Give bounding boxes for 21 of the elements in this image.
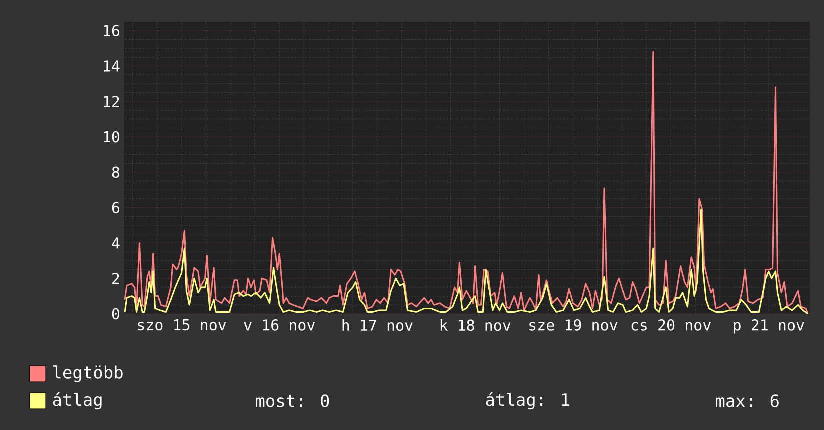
legend-label: legtöbb (54, 366, 123, 382)
y-tick-label: 6 (112, 202, 120, 214)
x-tick-label: szo 15 nov (138, 320, 226, 331)
x-tick-label: sze 19 nov (530, 320, 618, 331)
x-tick-label: v 16 nov (244, 320, 315, 331)
y-tick-label: 0 (112, 308, 120, 320)
legend-label: átlag (53, 392, 102, 410)
y-tick-label: 4 (112, 238, 120, 249)
y-tick-label: 10 (104, 131, 120, 143)
x-tick-label: h 17 nov (342, 320, 413, 332)
text: max: 6 (716, 394, 779, 408)
x-tick-label: cs 20 nov (632, 320, 711, 331)
y-tick-label: 12 (104, 96, 120, 108)
y-tick-label: 2 (112, 273, 120, 284)
x-tick-label: k 18 nov (440, 320, 511, 332)
y-tick-label: 8 (112, 166, 120, 178)
text: átlag: 1 (486, 392, 570, 410)
y-tick-label: 16 (104, 25, 120, 37)
text: most: 0 (256, 394, 330, 408)
x-tick-label: p 21 nov (734, 320, 804, 334)
y-tick-label: 14 (104, 60, 120, 72)
